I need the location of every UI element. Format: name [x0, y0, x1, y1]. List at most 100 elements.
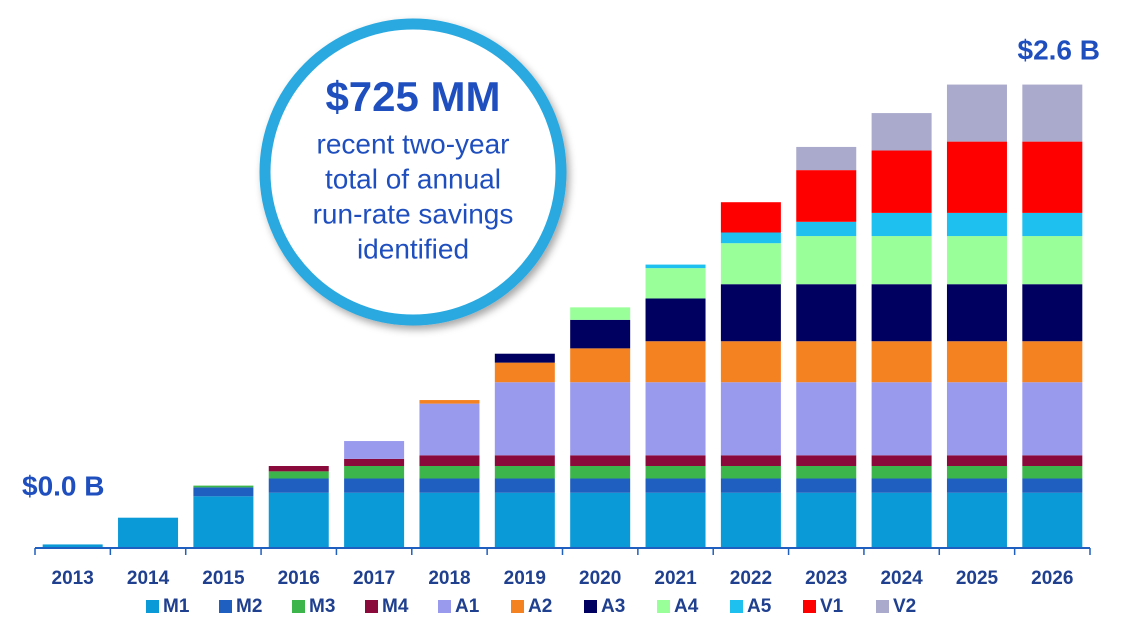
callout-line: identified [357, 233, 469, 264]
start-label: $0.0 B [22, 470, 105, 501]
x-tick-label: 2019 [504, 568, 546, 589]
bar-segment [796, 492, 857, 548]
legend-swatch [146, 600, 159, 613]
bar-segment [570, 466, 631, 479]
bar-segment [344, 478, 405, 493]
bar-segment [419, 403, 480, 456]
bar-segment [344, 458, 405, 467]
legend-swatch [438, 600, 451, 613]
bar-segment [268, 478, 329, 493]
bar-segment [419, 492, 480, 548]
legend-swatch [511, 600, 524, 613]
legend-label: A2 [528, 596, 552, 617]
bar-segment [1022, 478, 1083, 493]
bar-segment [796, 455, 857, 467]
bar-segment [720, 243, 781, 285]
bar-segment [645, 341, 706, 383]
bar-segment [796, 341, 857, 383]
callout-circle [259, 18, 567, 326]
legend-swatch [365, 600, 378, 613]
bar-segment [419, 400, 480, 404]
bar-segment [720, 466, 781, 479]
legend-label: A5 [747, 596, 772, 617]
bar-segment [946, 382, 1007, 456]
bar-segment [1022, 492, 1083, 548]
x-tick-label: 2025 [956, 568, 999, 589]
bar-segment [570, 307, 631, 320]
bar-segment [720, 232, 781, 244]
x-tick-label: 2013 [52, 568, 94, 589]
bar-segment [871, 212, 932, 237]
bar-segment [946, 236, 1007, 285]
bar-segment [494, 382, 555, 456]
x-tick-label: 2021 [654, 568, 697, 589]
bar-segment [796, 221, 857, 237]
legend-label: M2 [236, 596, 262, 617]
end-label: $2.6 B [1018, 34, 1101, 65]
callout-line: total of annual [325, 163, 501, 194]
bar-segment [871, 113, 932, 151]
bar-segment [796, 236, 857, 285]
bar-segment [193, 485, 254, 488]
bar-segment [494, 492, 555, 548]
bar-segment [871, 455, 932, 467]
bar-segment [796, 146, 857, 171]
x-tick-label: 2018 [428, 568, 470, 589]
bar-segment [570, 492, 631, 548]
x-tick-label: 2023 [805, 568, 847, 589]
bar-segment [645, 264, 706, 269]
bar-segment [946, 478, 1007, 493]
bar-segment [570, 382, 631, 456]
bar-segment [494, 466, 555, 479]
x-tick-label: 2022 [730, 568, 772, 589]
bar-segment [494, 455, 555, 467]
bar-segment [494, 478, 555, 493]
bar-segment [645, 455, 706, 467]
bar-segment [796, 284, 857, 342]
bar-segment [419, 478, 480, 493]
x-tick-label: 2014 [127, 568, 170, 589]
bar-segment [344, 466, 405, 479]
bar-segment [1022, 212, 1083, 237]
x-ticks: 2013 2014 2015 2016 2017 2018 2019 2020 2021 2022… [34, 548, 1091, 589]
legend-swatch [803, 600, 816, 613]
bar-segment [494, 353, 555, 363]
bar-segment [1022, 455, 1083, 467]
callout-line: run-rate savings [313, 198, 514, 229]
bar-segment [720, 341, 781, 383]
legend-swatch [657, 600, 670, 613]
legend-label: A4 [674, 596, 699, 617]
legend-label: M1 [163, 596, 190, 617]
callout-line: recent two-year [317, 128, 510, 159]
bar-segment [720, 382, 781, 456]
bar-segment [946, 341, 1007, 383]
bar-segment [570, 348, 631, 383]
bar-segment [494, 362, 555, 383]
bar-segment [645, 298, 706, 342]
bar-segment [1022, 141, 1083, 213]
bar-segment [871, 492, 932, 548]
bar-segment [1022, 382, 1083, 456]
bar-segment [796, 382, 857, 456]
bar-segment [720, 202, 781, 233]
bar-segment [1022, 466, 1083, 479]
x-tick-label: 2016 [278, 568, 320, 589]
bar-segment [720, 492, 781, 548]
bar-segment [118, 517, 179, 548]
bar-segment [193, 487, 254, 497]
bar-segment [946, 141, 1007, 213]
bar-segment [946, 492, 1007, 548]
bar-segment [645, 382, 706, 456]
bars [42, 84, 1083, 548]
legend-label: A1 [455, 596, 480, 617]
legend-swatch [730, 600, 743, 613]
bar-segment [946, 212, 1007, 237]
bar-segment [871, 466, 932, 479]
bar-segment [268, 492, 329, 548]
bar-segment [268, 466, 329, 472]
x-tick-label: 2024 [880, 568, 923, 589]
callout-title: $725 MM [325, 73, 500, 120]
bar-segment [1022, 84, 1083, 142]
legend-swatch [584, 600, 597, 613]
bar-segment [871, 284, 932, 342]
